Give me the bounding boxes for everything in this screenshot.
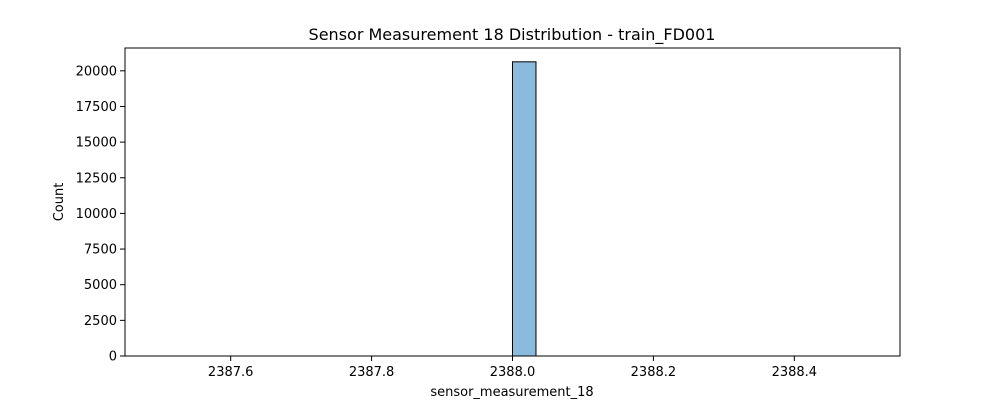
- histogram-bar: [512, 61, 537, 357]
- y-tick-label: 10000: [76, 207, 117, 222]
- x-tick-label: 2387.6: [208, 365, 254, 380]
- x-tick-label: 2387.8: [349, 365, 395, 380]
- y-tick-label: 15000: [76, 136, 117, 151]
- x-tick-label: 2388.2: [631, 365, 677, 380]
- y-tick-label: 5000: [84, 278, 117, 293]
- y-axis-label: Count: [52, 183, 67, 222]
- x-tick-label: 2388.4: [772, 365, 818, 380]
- y-axis: 0 2500 5000 7500 10000 12500 15000 17500 20000: [76, 64, 125, 365]
- x-tick-label: 2388.0: [490, 365, 536, 380]
- y-tick-label: 12500: [76, 171, 117, 186]
- y-tick-label: 17500: [76, 100, 117, 115]
- x-axis-label: sensor_measurement_18: [430, 385, 593, 400]
- y-tick-label: 20000: [76, 64, 117, 79]
- histogram-bars: [512, 61, 537, 357]
- x-axis: 2387.6 2387.8 2388.0 2388.2 2388.4: [208, 356, 817, 380]
- y-tick-label: 7500: [84, 243, 117, 258]
- chart-title: Sensor Measurement 18 Distribution - tra…: [309, 25, 716, 45]
- y-tick-label: 0: [109, 350, 117, 365]
- y-tick-label: 2500: [84, 314, 117, 329]
